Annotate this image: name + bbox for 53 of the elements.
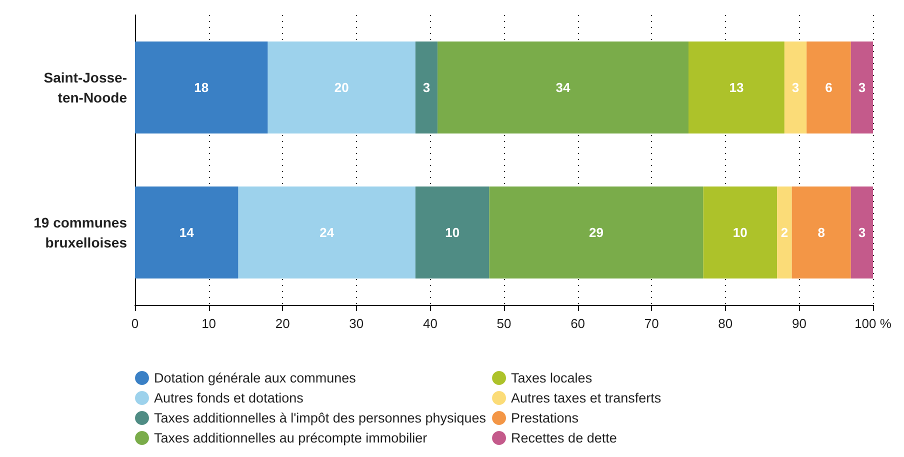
bar — [792, 186, 851, 278]
data-label: 6 — [825, 80, 832, 95]
bar — [135, 186, 238, 278]
x-tick-label: 30 — [349, 316, 364, 331]
bar — [850, 42, 873, 134]
bar — [777, 186, 792, 278]
x-tick-label: 50 — [496, 316, 512, 331]
x-tick-label: 90 — [792, 316, 806, 331]
bar — [135, 42, 268, 134]
legend-label: Taxes additionnelles à l'impôt des personnes physiques — [154, 410, 486, 426]
legend-label: Prestations — [511, 410, 579, 426]
bar — [489, 186, 704, 278]
data-label: 14 — [179, 225, 195, 240]
legend-label: Taxes additionnelles au précompte immobilier — [154, 430, 428, 446]
data-label: 18 — [194, 80, 209, 95]
y-tick-label: 19 communes bruxelloises — [34, 214, 128, 250]
x-tick-label: 60 — [570, 316, 586, 331]
data-label: 8 — [818, 225, 825, 240]
x-tick-label: 100 % — [854, 316, 892, 331]
bar — [806, 42, 851, 134]
x-tick-label: 40 — [422, 316, 438, 331]
data-label: 10 — [732, 225, 748, 240]
legend-label: Autres fonds et dotations — [154, 390, 304, 406]
bar — [784, 42, 807, 134]
data-label: 20 — [334, 80, 349, 95]
x-tick-label: 0 — [131, 316, 139, 331]
x-tick-label: 70 — [644, 316, 659, 331]
legend-label: Autres taxes et transferts — [511, 390, 662, 406]
data-label: 3 — [858, 80, 866, 95]
data-label: 34 — [556, 80, 572, 95]
bar — [238, 186, 416, 278]
data-label: 29 — [589, 225, 604, 240]
data-label: 3 — [858, 225, 866, 240]
bar — [415, 42, 438, 134]
bar — [688, 42, 784, 134]
bar — [415, 186, 490, 278]
bar — [438, 42, 688, 134]
legend-label: Recettes de dette — [511, 430, 617, 446]
data-label: 10 — [445, 225, 460, 240]
data-label: 24 — [320, 225, 335, 240]
y-tick-label: Saint-Josse-ten-Noode — [44, 70, 128, 106]
data-label: 2 — [780, 225, 788, 240]
bar — [268, 42, 416, 134]
data-label: 13 — [729, 80, 744, 95]
x-tick-label: 20 — [275, 316, 290, 331]
bar — [703, 186, 778, 278]
data-label: 3 — [792, 80, 800, 95]
data-label: 3 — [422, 80, 430, 95]
x-tick-label: 80 — [718, 316, 733, 331]
legend-label: Dotation générale aux communes — [154, 370, 356, 386]
x-tick-label: 10 — [202, 316, 216, 331]
bar — [850, 186, 873, 278]
legend-label: Taxes locales — [511, 370, 592, 386]
